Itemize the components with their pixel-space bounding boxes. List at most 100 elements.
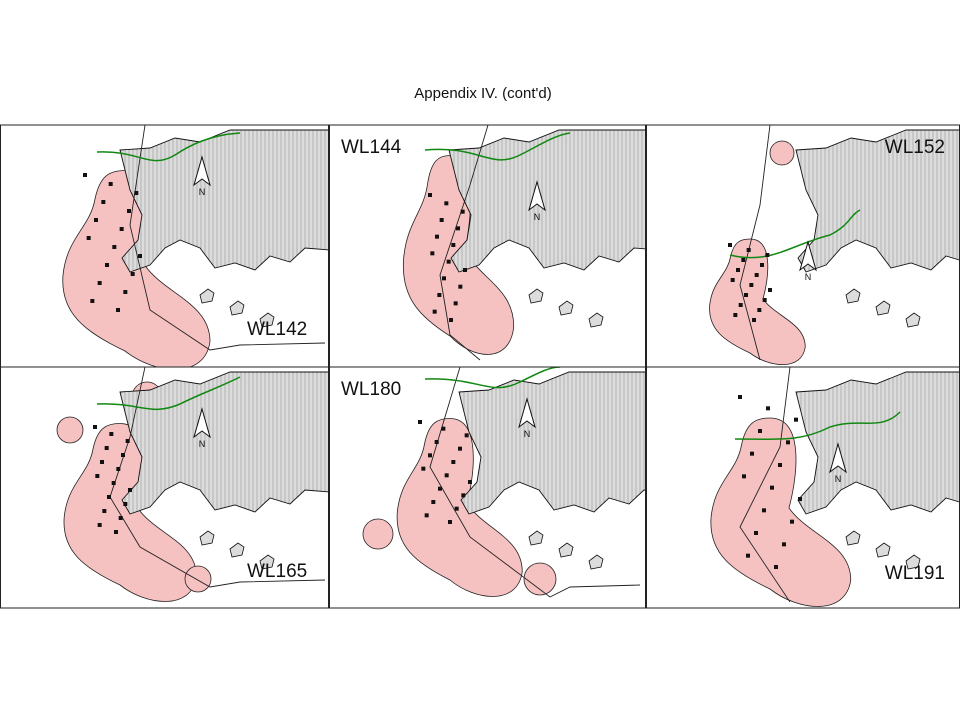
island [845,530,861,546]
site-point [786,440,790,445]
buffer-zone [56,416,84,444]
north-label: N [805,272,812,282]
site-point [730,278,735,282]
site-point [728,243,732,247]
road [424,367,561,389]
road [96,376,241,411]
site-point [757,308,762,312]
boundary-line [429,367,641,598]
land [448,129,646,273]
site-point [744,293,748,297]
site-point [130,272,135,276]
site-point [742,474,746,479]
site-point [95,474,100,478]
site-point [451,243,456,247]
site-point [102,509,107,513]
site-point [439,218,444,222]
site-point [90,299,95,303]
site-point [760,263,764,267]
north-arrow [193,155,211,187]
map-panel: N [646,125,960,367]
site-point [468,480,472,484]
panel-label: WL144 [341,137,402,158]
site-point [111,481,116,485]
site-point [93,425,97,429]
buffer-zone [710,417,852,607]
panel-label: WL152 [885,137,945,158]
north-label: N [199,187,206,197]
site-point [86,236,91,240]
island [588,554,604,570]
panel-border [329,366,646,609]
site-point [104,446,109,450]
site-point [437,293,442,297]
site-point [454,506,459,511]
site-point [778,463,782,467]
map-panel: N [329,125,646,367]
site-point [116,467,121,471]
site-point [448,520,452,524]
boundary-line [109,367,326,588]
site-point [738,395,742,399]
north-arrow [528,180,546,212]
site-point [114,530,118,534]
site-point [435,234,439,239]
road [729,209,861,259]
site-point [105,263,109,267]
site-point [97,523,102,527]
site-point [762,508,766,513]
site-point [127,209,131,213]
site-point [101,200,106,204]
site-point [461,493,466,498]
buffer-zone [523,562,557,596]
panel-border [0,366,329,609]
site-point [428,453,432,458]
boundary-line [739,125,771,361]
map-panel: N [329,367,646,608]
island [875,300,891,316]
north-label: N [199,439,206,449]
site-point [83,173,87,177]
site-point [458,284,463,289]
site-point [118,516,123,520]
site-point [424,513,429,518]
site-point [442,276,446,281]
site-point [431,500,436,504]
site-point [750,451,754,456]
site-point [449,318,453,322]
buffer-zone [184,565,212,593]
north-label: N [835,474,842,484]
panel-label: WL165 [247,561,307,582]
panel-label: WL191 [885,563,945,584]
island [528,530,544,546]
land [458,371,646,515]
site-point [746,248,751,252]
north-label: N [524,429,531,439]
site-point [121,453,125,457]
site-point [456,226,460,231]
map-panel: N [0,125,329,367]
north-label: N [534,212,541,222]
island [199,288,215,304]
site-point [464,433,469,438]
site-point [749,283,754,287]
site-point [794,417,798,422]
site-point [766,406,770,411]
site-point [451,460,456,464]
island [905,312,921,328]
site-point [765,253,770,257]
north-arrow [193,407,211,439]
boundary-line [129,125,326,351]
site-point [446,259,451,264]
site-point [97,281,102,285]
island [558,300,574,316]
site-point [463,268,467,272]
site-point [123,290,128,294]
site-point [762,298,767,302]
island [875,542,891,558]
site-point [444,473,449,478]
road [96,132,241,162]
boundary-line [739,367,791,603]
